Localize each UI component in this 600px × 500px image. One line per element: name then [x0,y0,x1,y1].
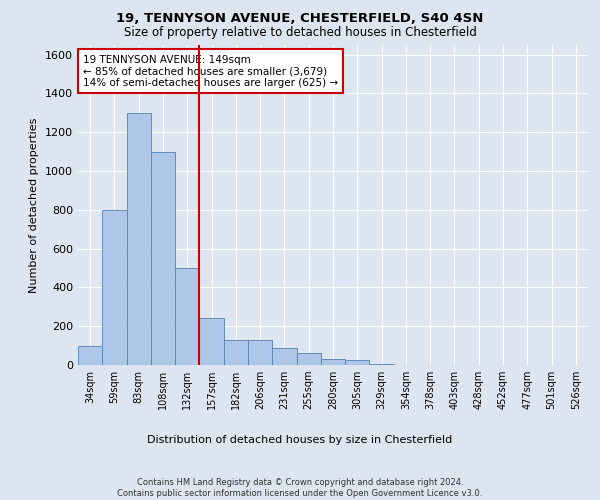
Bar [127,113,151,365]
Bar [175,268,199,365]
Text: 19 TENNYSON AVENUE: 149sqm
← 85% of detached houses are smaller (3,679)
14% of s: 19 TENNYSON AVENUE: 149sqm ← 85% of deta… [83,54,338,88]
Y-axis label: Number of detached properties: Number of detached properties [29,118,40,292]
Bar [199,318,224,365]
Text: 19, TENNYSON AVENUE, CHESTERFIELD, S40 4SN: 19, TENNYSON AVENUE, CHESTERFIELD, S40 4… [116,12,484,26]
Bar [248,340,272,365]
Text: Distribution of detached houses by size in Chesterfield: Distribution of detached houses by size … [148,435,452,445]
Bar [370,364,394,365]
Bar [296,354,321,365]
Bar [151,152,175,365]
Bar [321,359,345,365]
Bar [102,210,127,365]
Bar [224,340,248,365]
Bar [78,346,102,365]
Text: Contains HM Land Registry data © Crown copyright and database right 2024.
Contai: Contains HM Land Registry data © Crown c… [118,478,482,498]
Bar [345,360,370,365]
Bar [272,348,296,365]
Text: Size of property relative to detached houses in Chesterfield: Size of property relative to detached ho… [124,26,476,39]
